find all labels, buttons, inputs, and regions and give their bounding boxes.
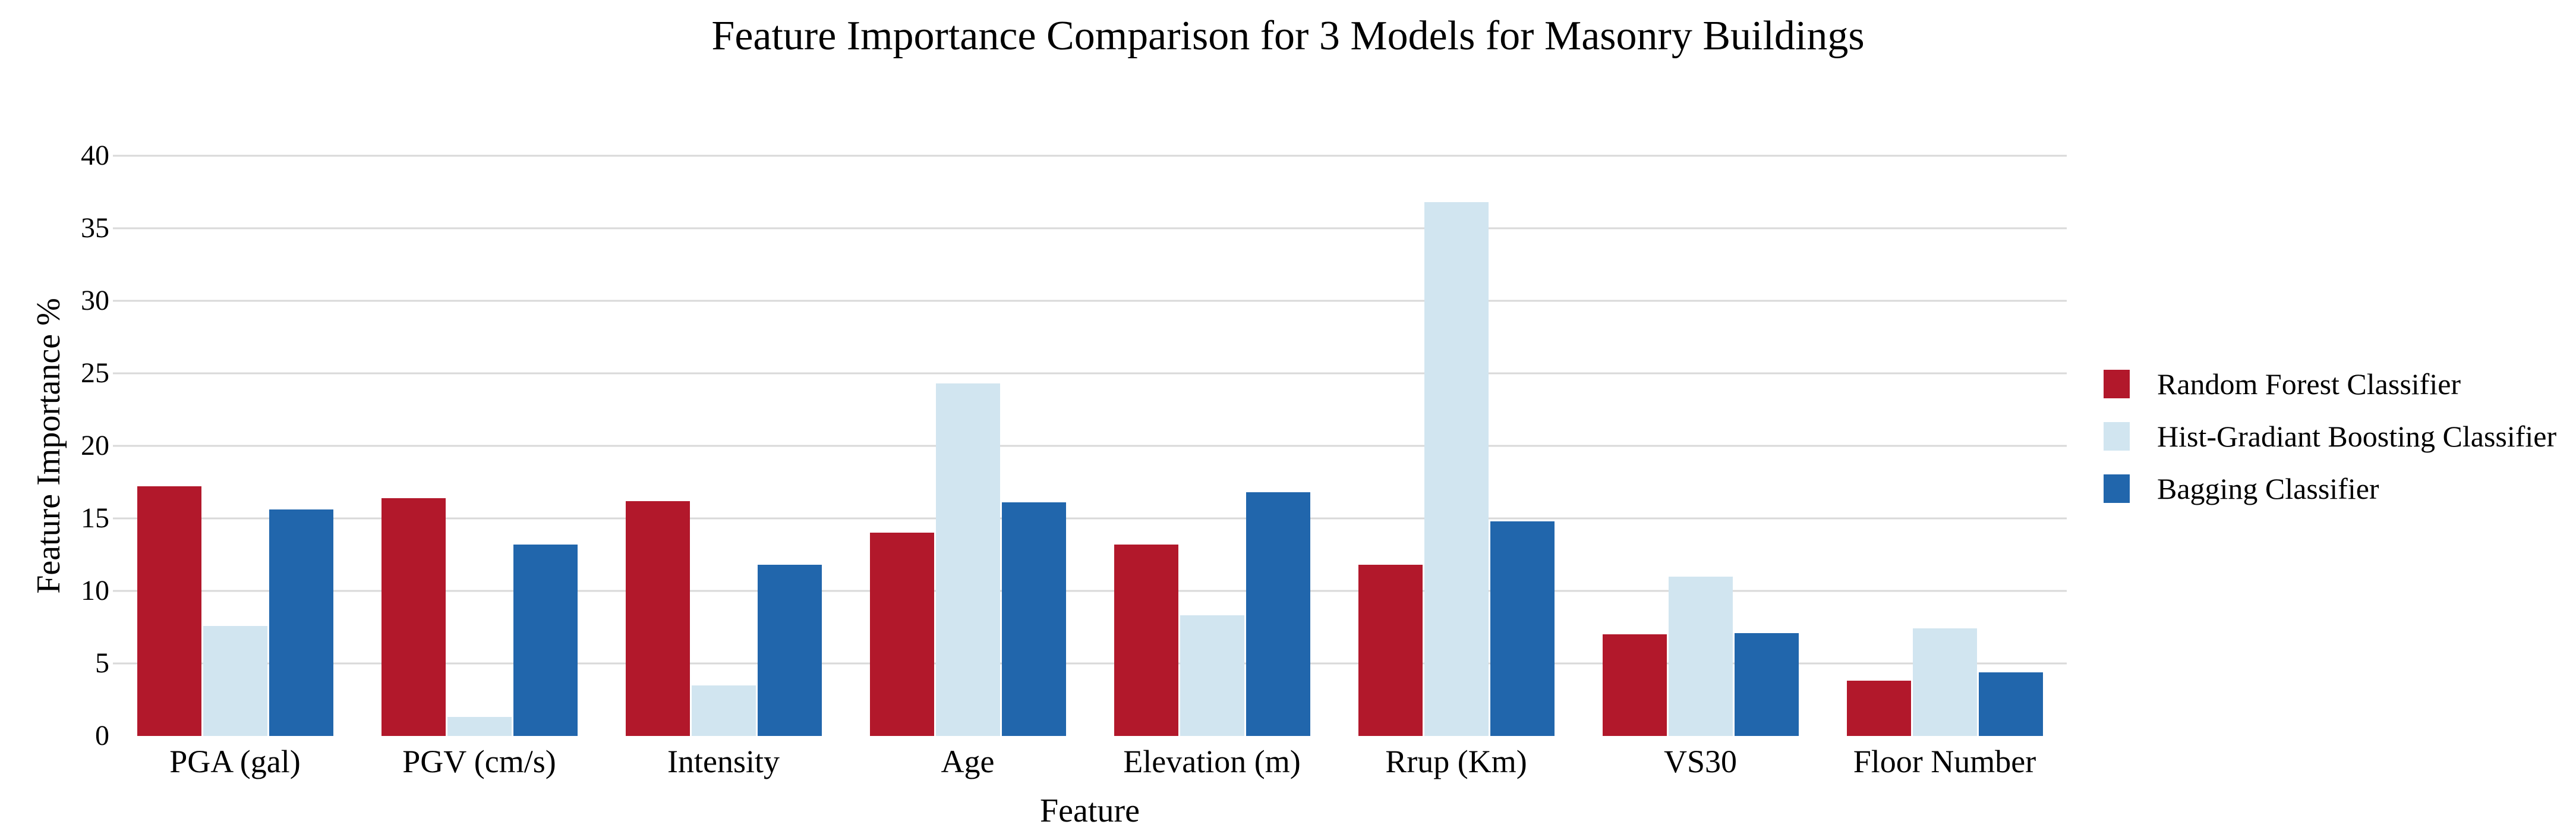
- bar-groups: [113, 156, 2067, 736]
- y-tick-label-15: 15: [81, 502, 109, 534]
- bar-hist-gradiant-boosting-classifier-vs30: [1668, 576, 1733, 736]
- bar-bagging-classifier-elevation-m: [1246, 492, 1310, 736]
- bar-random-forest-classifier-elevation-m: [1114, 544, 1178, 736]
- y-tick-label-40: 40: [81, 140, 109, 171]
- bar-random-forest-classifier-floor-number: [1846, 681, 1911, 736]
- legend-item-random-forest-classifier[interactable]: Random Forest Classifier: [2104, 367, 2556, 401]
- gridline-30: [113, 300, 2067, 302]
- bar-hist-gradiant-boosting-classifier-rrup-km: [1424, 202, 1489, 736]
- bar-group-vs30: [1578, 156, 1823, 736]
- legend-label-random-forest-classifier: Random Forest Classifier: [2157, 367, 2461, 401]
- x-tick-label-rrup-km: Rrup (Km): [1385, 744, 1527, 779]
- x-axis-tick-labels: PGA (gal) PGV (cm/s) Intensity Age Elevation…: [113, 744, 2067, 779]
- bar-bagging-classifier-pgv-cm-s: [513, 544, 578, 736]
- bar-bagging-classifier-intensity: [757, 565, 822, 736]
- gridline-10: [113, 590, 2067, 592]
- y-tick-label-30: 30: [81, 285, 109, 316]
- bar-group-floor-number: [1823, 156, 2067, 736]
- bar-group-rrup-km: [1334, 156, 1578, 736]
- bar-hist-gradiant-boosting-classifier-age: [935, 383, 1000, 736]
- gridline-15: [113, 517, 2067, 520]
- bar-bagging-classifier-age: [1001, 502, 1066, 736]
- bar-random-forest-classifier-pgv-cm-s: [381, 498, 446, 736]
- legend-label-bagging-classifier: Bagging Classifier: [2157, 472, 2379, 505]
- x-tick-label-elevation-m: Elevation (m): [1123, 744, 1301, 779]
- bar-group-pgv-cm-s: [357, 156, 601, 736]
- plot-area: [113, 155, 2067, 736]
- bar-random-forest-classifier-rrup-km: [1358, 565, 1423, 736]
- legend-item-hist-gradiant-boosting-classifier[interactable]: Hist-Gradiant Boosting Classifier: [2104, 420, 2557, 453]
- bar-hist-gradiant-boosting-classifier-floor-number: [1912, 628, 1977, 736]
- gridline-35: [113, 227, 2067, 229]
- legend-swatch-random-forest-classifier: [2104, 370, 2130, 398]
- bar-random-forest-classifier-age: [869, 533, 934, 736]
- y-tick-label-20: 20: [81, 430, 109, 461]
- y-tick-label-35: 35: [81, 212, 109, 244]
- legend-swatch-bagging-classifier: [2104, 474, 2130, 503]
- legend-label-hist-gradiant-boosting-classifier: Hist-Gradiant Boosting Classifier: [2157, 420, 2557, 453]
- gridline-40: [113, 155, 2067, 157]
- bar-group-pga-gal: [113, 156, 357, 736]
- chart-title: Feature Importance Comparison for 3 Mode…: [711, 13, 1865, 59]
- gridline-25: [113, 372, 2067, 375]
- y-tick-label-0: 0: [95, 720, 109, 751]
- bar-hist-gradiant-boosting-classifier-intensity: [691, 685, 756, 736]
- bar-hist-gradiant-boosting-classifier-pgv-cm-s: [447, 717, 512, 736]
- bar-random-forest-classifier-vs30: [1602, 634, 1667, 736]
- x-tick-label-vs30: VS30: [1663, 744, 1738, 779]
- bar-bagging-classifier-vs30: [1734, 633, 1799, 736]
- y-tick-label-10: 10: [81, 575, 109, 606]
- bar-group-age: [846, 156, 1090, 736]
- bar-bagging-classifier-rrup-km: [1490, 521, 1555, 736]
- legend: Random Forest Classifier Hist-Gradiant Bo…: [2104, 367, 2557, 505]
- bar-bagging-classifier-pga-gal: [269, 509, 333, 736]
- y-tick-label-5: 5: [95, 647, 109, 679]
- y-axis-tick-labels: 0 5 10 15 20 25 30 35 40: [0, 141, 109, 750]
- x-tick-label-intensity: Intensity: [667, 744, 780, 779]
- bar-hist-gradiant-boosting-classifier-pga-gal: [203, 625, 267, 736]
- gridline-5: [113, 662, 2067, 665]
- bar-group-elevation-m: [1090, 156, 1334, 736]
- bar-hist-gradiant-boosting-classifier-elevation-m: [1180, 615, 1244, 736]
- bar-random-forest-classifier-intensity: [625, 501, 690, 736]
- x-tick-label-pga-gal: PGA (gal): [169, 744, 301, 779]
- legend-swatch-hist-gradiant-boosting-classifier: [2104, 422, 2130, 451]
- bar-bagging-classifier-floor-number: [1978, 672, 2043, 736]
- y-tick-label-25: 25: [81, 357, 109, 389]
- bar-group-intensity: [601, 156, 846, 736]
- x-tick-label-floor-number: Floor Number: [1853, 744, 2036, 779]
- gridline-20: [113, 445, 2067, 447]
- x-tick-label-pgv-cm-s: PGV (cm/s): [402, 744, 556, 779]
- x-tick-label-age: Age: [941, 744, 995, 779]
- x-axis-title: Feature: [1040, 792, 1140, 829]
- bar-random-forest-classifier-pga-gal: [137, 486, 201, 736]
- legend-item-bagging-classifier[interactable]: Bagging Classifier: [2104, 472, 2556, 505]
